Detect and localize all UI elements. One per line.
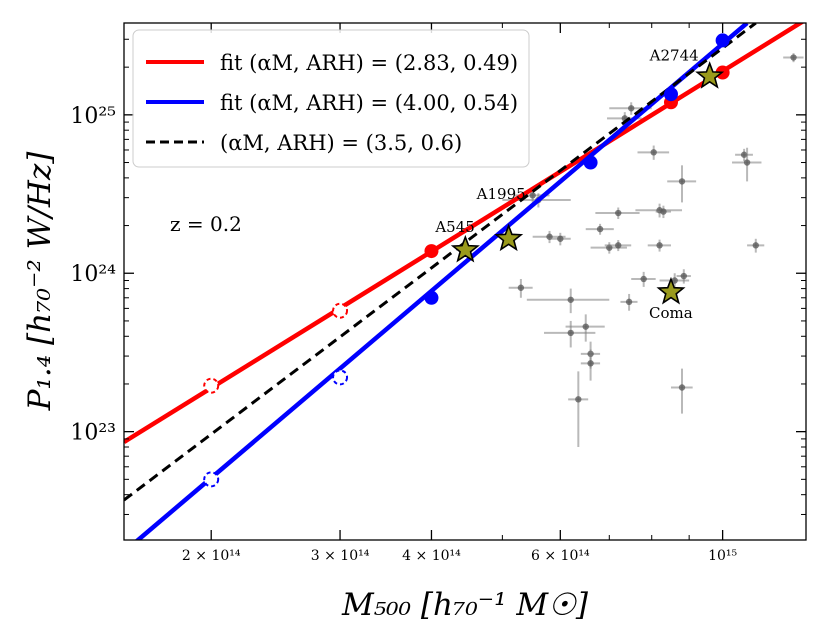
star-label-a1995: A1995 xyxy=(476,185,526,203)
model-point-red-open-0 xyxy=(203,377,220,394)
cluster-point-0 xyxy=(517,284,525,291)
series-line-1 xyxy=(134,23,749,540)
cluster-point-22 xyxy=(660,208,667,215)
fit-lines xyxy=(124,23,805,540)
cluster-point-30 xyxy=(790,54,797,61)
model-point-blue-filled-0 xyxy=(424,290,439,305)
legend: fit (αM, ARH) = (2.83, 0.49) fit (αM, AR… xyxy=(132,29,530,168)
annotation-redshift: z = 0.2 xyxy=(170,212,242,236)
x-tick-label-2: 4 × 10¹⁴ xyxy=(402,548,461,564)
legend-label-blue-fit: fit (αM, ARH) = (4.00, 0.54) xyxy=(220,91,518,115)
model-point-blue-filled-1 xyxy=(583,155,598,170)
model-point-blue-filled-3 xyxy=(715,33,730,48)
cluster-point-19 xyxy=(650,149,657,156)
cluster-point-7 xyxy=(575,396,582,403)
star-label-a2744: A2744 xyxy=(649,46,699,64)
cluster-point-25 xyxy=(678,384,686,391)
cluster-point-13 xyxy=(615,209,622,217)
y-tick-label-1: 10²⁴ xyxy=(70,262,116,287)
star-label-a545: A545 xyxy=(434,218,474,236)
y-axis-title: P₁.₄ [h₇₀⁻² W/Hz] xyxy=(22,151,58,412)
model-point-blue-filled-2 xyxy=(663,87,678,102)
cluster-point-16 xyxy=(625,298,633,306)
x-tick-label-4: 10¹⁵ xyxy=(708,548,737,564)
axis-ticks: 2 × 10¹⁴ 3 × 10¹⁴ 4 × 10¹⁴ 6 × 10¹⁴ 10¹⁵ 10²³… xyxy=(70,23,806,564)
y-tick-label-0: 10²³ xyxy=(70,421,116,446)
x-tick-label-1: 3 × 10¹⁴ xyxy=(311,548,370,564)
cluster-point-8 xyxy=(582,323,589,330)
x-tick-label-0: 2 × 10¹⁴ xyxy=(182,548,241,564)
model-point-blue-open-0 xyxy=(203,471,220,488)
x-axis-title: M₅₀₀ [h₇₀⁻¹ M☉] xyxy=(341,587,589,623)
named-cluster-stars xyxy=(450,61,725,305)
model-point-blue-open-1 xyxy=(332,369,349,386)
legend-label-red-fit: fit (αM, ARH) = (2.83, 0.49) xyxy=(220,51,518,75)
cluster-point-17 xyxy=(628,105,635,112)
cluster-point-29 xyxy=(752,242,759,249)
cluster-point-14 xyxy=(615,242,622,249)
cluster-point-4 xyxy=(557,235,564,242)
model-point-red-filled-0 xyxy=(424,244,439,259)
cluster-point-26 xyxy=(680,272,688,280)
star-coma xyxy=(656,276,686,305)
cluster-point-28 xyxy=(743,159,751,166)
plot-frame xyxy=(123,22,807,541)
x-tick-label-3: 6 × 10¹⁴ xyxy=(531,548,590,564)
series-line-2 xyxy=(124,23,757,502)
cluster-point-21 xyxy=(656,242,663,249)
cluster-point-27 xyxy=(740,151,748,158)
cluster-point-11 xyxy=(596,225,604,233)
star-a2744 xyxy=(695,61,725,89)
cluster-point-24 xyxy=(678,178,686,185)
model-points xyxy=(203,33,730,488)
cluster-point-18 xyxy=(640,275,647,283)
cluster-point-23 xyxy=(671,277,678,284)
y-tick-label-2: 10²⁵ xyxy=(70,104,116,129)
series-line-0 xyxy=(124,23,805,444)
model-point-red-open-1 xyxy=(332,302,349,319)
star-label-coma: Coma xyxy=(649,304,693,322)
cluster-point-6 xyxy=(567,329,574,337)
legend-box xyxy=(132,29,530,168)
star-a545 xyxy=(450,234,480,263)
cluster-point-10 xyxy=(587,360,594,367)
cluster-point-1 xyxy=(529,192,536,199)
star-a1995 xyxy=(494,223,524,252)
cluster-point-5 xyxy=(567,296,574,303)
legend-label-reference: (αM, ARH) = (3.5, 0.6) xyxy=(220,131,462,155)
